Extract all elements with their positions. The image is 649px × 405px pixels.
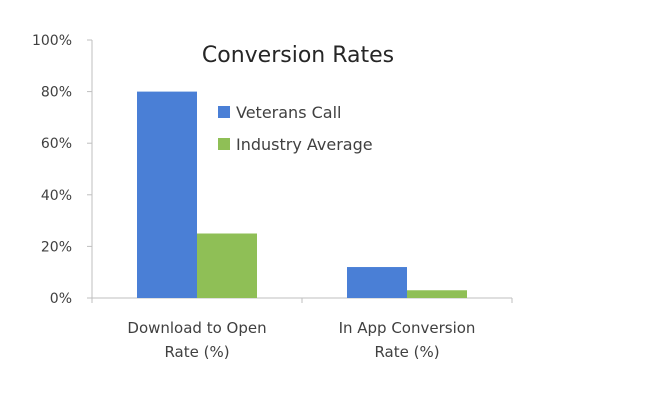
- bar-veterans-call: [347, 267, 407, 298]
- bar-industry-average: [197, 233, 257, 298]
- bar-industry-average: [407, 290, 467, 298]
- y-tick-label: 20%: [41, 239, 72, 255]
- y-tick-label: 80%: [41, 85, 72, 101]
- y-tick-label: 100%: [32, 33, 72, 49]
- y-tick-label: 0%: [50, 291, 72, 307]
- chart-legend: Veterans Call Industry Average: [218, 103, 373, 154]
- x-category-label: In App Conversion: [339, 319, 476, 337]
- legend-swatch: [218, 138, 230, 150]
- x-category-labels: Download to Open Rate (%) In App Conversio…: [127, 319, 475, 361]
- x-category-label: Rate (%): [374, 343, 439, 361]
- y-tick-labels: 0% 20% 40% 60% 80% 100%: [32, 33, 72, 307]
- x-category-label: Rate (%): [164, 343, 229, 361]
- legend-label: Veterans Call: [236, 103, 341, 122]
- chart-bars: [137, 91, 467, 298]
- y-tick-label: 40%: [41, 188, 72, 204]
- legend-swatch: [218, 106, 230, 118]
- x-category-label: Download to Open: [127, 319, 266, 337]
- y-tick-label: 60%: [41, 136, 72, 152]
- chart-title: Conversion Rates: [202, 43, 394, 68]
- bar-veterans-call: [137, 91, 197, 298]
- legend-label: Industry Average: [236, 135, 373, 154]
